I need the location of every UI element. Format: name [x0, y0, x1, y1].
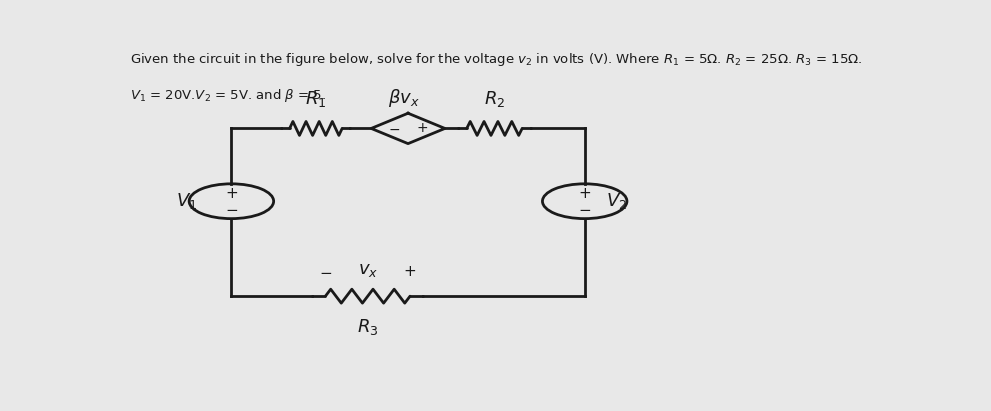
- Text: Given the circuit in the figure below, solve for the voltage $v_2$ in volts (V).: Given the circuit in the figure below, s…: [130, 51, 862, 68]
- Text: $+$: $+$: [416, 121, 428, 136]
- Text: $V_1$: $V_1$: [175, 191, 197, 211]
- Text: $V_1$ = 20V.$V_2$ = 5V. and $\beta$ = 5.: $V_1$ = 20V.$V_2$ = 5V. and $\beta$ = 5.: [130, 87, 326, 104]
- Text: $+$: $+$: [225, 187, 238, 201]
- Text: $R_1$: $R_1$: [305, 90, 327, 109]
- Text: $R_3$: $R_3$: [357, 317, 379, 337]
- Text: $-$: $-$: [387, 121, 400, 136]
- Text: $V_2$: $V_2$: [606, 191, 627, 211]
- Text: $-$: $-$: [225, 201, 238, 216]
- Text: $+$: $+$: [403, 264, 416, 279]
- Text: $-$: $-$: [578, 201, 592, 216]
- Text: $\beta v_x$: $\beta v_x$: [388, 88, 420, 109]
- Text: $-$: $-$: [319, 264, 332, 279]
- Text: $+$: $+$: [578, 187, 592, 201]
- Text: $v_x$: $v_x$: [358, 261, 378, 279]
- Text: $R_2$: $R_2$: [484, 90, 505, 109]
